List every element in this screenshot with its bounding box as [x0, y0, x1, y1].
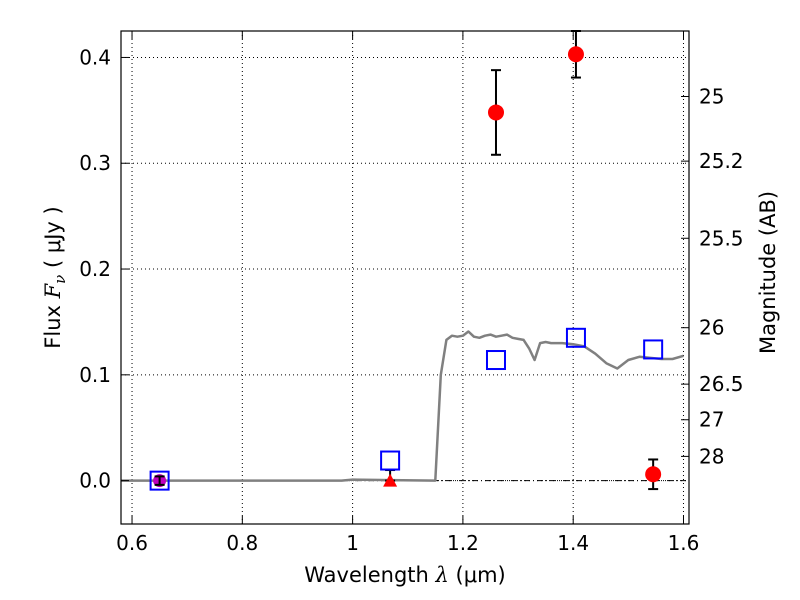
detection-point — [567, 46, 584, 63]
x-tick-label: 1.6 — [668, 531, 700, 555]
y-tick-label: 0.3 — [79, 151, 111, 175]
data-marks — [149, 30, 664, 491]
model-spectrum-line — [121, 330, 684, 482]
detection-point — [645, 466, 662, 483]
y-tick-label: 0.0 — [79, 469, 111, 493]
grid — [121, 31, 689, 524]
right-tick-label: 25.5 — [699, 226, 744, 250]
y-tick-label: 0.1 — [79, 363, 111, 387]
right-tick-label: 28 — [699, 444, 724, 468]
y-tick-label: 0.2 — [79, 257, 111, 281]
right-axis-label: Magnitude (AB) — [756, 191, 780, 354]
x-tick-label: 0.6 — [116, 531, 148, 555]
x-tick-label: 1.4 — [557, 531, 589, 555]
model-photometry-square — [565, 327, 586, 348]
x-tick-label: 1 — [346, 531, 359, 555]
x-tick-label: 1.2 — [447, 531, 479, 555]
y-tick-label: 0.4 — [79, 45, 111, 69]
plot-frame — [120, 30, 690, 525]
detection-point — [487, 104, 504, 121]
right-tick-label: 25 — [699, 85, 724, 109]
right-tick-label: 25.2 — [699, 149, 744, 173]
model-photometry-square — [485, 350, 506, 371]
x-axis-label: Wavelength λ (μm) — [304, 563, 505, 587]
right-tick-label: 26.5 — [699, 372, 744, 396]
right-tick-label: 27 — [699, 408, 724, 432]
axis-ticks: 0.6 0.8 1 1.2 1.4 1.6 0.0 0.1 0.2 0.3 0.4 25 25.2 25.… — [79, 31, 744, 555]
upper-limit-triangle — [383, 473, 398, 487]
model-photometry-square — [643, 339, 664, 360]
x-tick-label: 0.8 — [226, 531, 258, 555]
model-spectrum — [121, 330, 684, 482]
right-tick-label: 26 — [699, 316, 724, 340]
model-photometry-square — [380, 450, 401, 471]
model-photometry-square — [149, 470, 170, 491]
y-axis-label: Flux Fν ( μJy ) — [41, 206, 69, 348]
